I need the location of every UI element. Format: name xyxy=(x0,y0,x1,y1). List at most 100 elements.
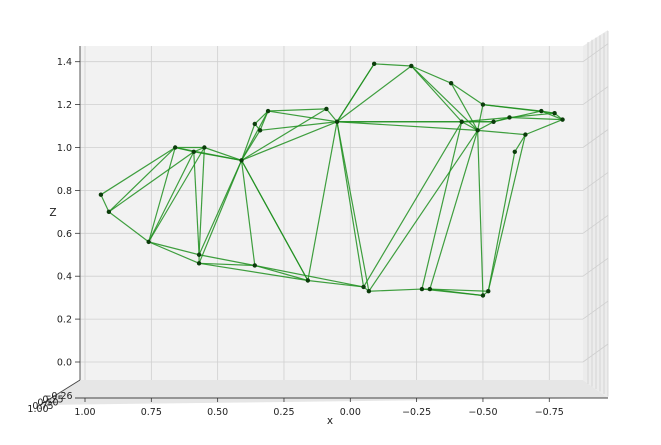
wireframe-edge xyxy=(487,151,516,292)
wireframe-edge xyxy=(199,262,255,267)
data-point xyxy=(106,209,112,215)
wireframe-edge xyxy=(193,151,242,161)
data-point xyxy=(257,128,263,133)
y-tick-label: 0.50 xyxy=(37,398,58,409)
data-point xyxy=(146,239,151,245)
wireframe-edge xyxy=(477,130,484,296)
wireframe-edge xyxy=(108,211,150,243)
x-tick-label: 0.00 xyxy=(340,407,361,418)
x-tick-label: 0.75 xyxy=(141,407,162,418)
data-point xyxy=(196,261,202,266)
x-tick-label: −0.50 xyxy=(468,407,497,418)
wireframe-edge xyxy=(198,254,255,267)
z-tick-label: 1.2 xyxy=(57,100,72,111)
wireframe-edge xyxy=(429,130,479,290)
z-tick-label: 0.8 xyxy=(57,186,72,197)
wireframe-edge xyxy=(254,264,364,288)
data-point xyxy=(371,61,377,67)
y-tick-labels: 1.000.750.500.25−0.26 xyxy=(27,391,72,415)
wireframe-edge xyxy=(541,110,563,121)
data-point xyxy=(427,286,433,292)
data-point xyxy=(459,119,464,124)
wireframe-edge xyxy=(254,264,309,282)
y-tick-label: −0.26 xyxy=(43,391,72,402)
wireframe-edge xyxy=(410,65,479,131)
data-point xyxy=(491,119,496,124)
wireframe-edge xyxy=(411,65,452,84)
wireframe-edge xyxy=(477,129,526,136)
data-point xyxy=(552,110,557,116)
z-tick-label: 0.4 xyxy=(57,272,72,283)
data-point xyxy=(202,145,207,150)
data-point xyxy=(361,284,366,290)
wireframe-edge xyxy=(421,288,484,297)
wireframe-edge xyxy=(429,288,489,292)
back-pane xyxy=(80,46,583,380)
wireframe-edge xyxy=(108,151,195,213)
wireframe-points xyxy=(98,61,565,298)
data-point xyxy=(480,293,486,298)
x-tick-label: −0.75 xyxy=(535,407,564,418)
data-point xyxy=(419,286,425,292)
data-point xyxy=(98,192,104,197)
x-tick-labels: 1.00 0.75 0.50 0.25 0.00 −0.25 −0.50 −0.75 xyxy=(74,398,564,418)
data-point xyxy=(448,80,454,86)
data-point xyxy=(196,252,202,257)
y-axis-line xyxy=(39,379,81,406)
data-point xyxy=(334,119,340,124)
data-point xyxy=(239,158,244,163)
data-point xyxy=(191,149,196,154)
wireframe-edge xyxy=(198,160,243,264)
data-point xyxy=(305,278,311,283)
y-tick-label: 1.00 xyxy=(27,404,48,415)
wireframe-edge xyxy=(108,147,176,213)
wireframe-edge xyxy=(260,121,338,131)
wireframe-edge xyxy=(148,147,205,243)
wireframe-edge xyxy=(325,108,338,123)
wireframe-edge xyxy=(450,82,484,106)
y-tick-label: 0.75 xyxy=(32,401,53,412)
wireframe-edge xyxy=(204,146,242,161)
wireframe-edge xyxy=(148,147,176,243)
y-tick-label: 0.25 xyxy=(42,394,63,405)
z-tick-label: 1.0 xyxy=(57,143,72,154)
data-point xyxy=(252,263,257,268)
wireframe-edge xyxy=(421,121,463,290)
wireframe-edge xyxy=(374,63,412,67)
data-point xyxy=(512,149,517,154)
data-point xyxy=(409,63,414,69)
wireframe-edge xyxy=(148,151,195,243)
wireframe-edge xyxy=(307,279,364,288)
wireframe-edge xyxy=(509,116,563,121)
wireframe-edge xyxy=(198,147,205,255)
wireframe-edge xyxy=(267,110,338,123)
wireframe-edge xyxy=(259,110,269,131)
z-tick-label: 1.4 xyxy=(57,57,72,68)
wireframe-edge xyxy=(240,160,256,266)
data-point xyxy=(265,108,271,114)
data-point xyxy=(324,106,329,112)
data-point xyxy=(539,108,544,114)
wireframe-edge xyxy=(100,146,176,196)
wireframe-edges xyxy=(100,63,563,297)
x-tick-label: 0.50 xyxy=(207,407,228,418)
wireframe-edge xyxy=(336,65,412,123)
wireframe-edge xyxy=(525,119,563,136)
x-tick-label: 0.25 xyxy=(273,407,294,418)
wireframe-edge xyxy=(193,151,200,255)
data-point xyxy=(475,128,480,133)
wireframe-edge xyxy=(241,160,309,281)
data-point xyxy=(173,145,178,150)
wireframe-edge xyxy=(477,104,484,131)
wireframe-edge xyxy=(368,130,479,292)
data-point xyxy=(523,132,528,137)
wireframe-edge xyxy=(336,121,365,288)
floor-pane xyxy=(40,380,608,405)
x-tick-label: 1.00 xyxy=(74,407,95,418)
data-point xyxy=(560,117,565,122)
wireframe-edge xyxy=(410,65,463,123)
wireframe-edge xyxy=(477,121,494,131)
wireframe-edge xyxy=(363,121,463,288)
